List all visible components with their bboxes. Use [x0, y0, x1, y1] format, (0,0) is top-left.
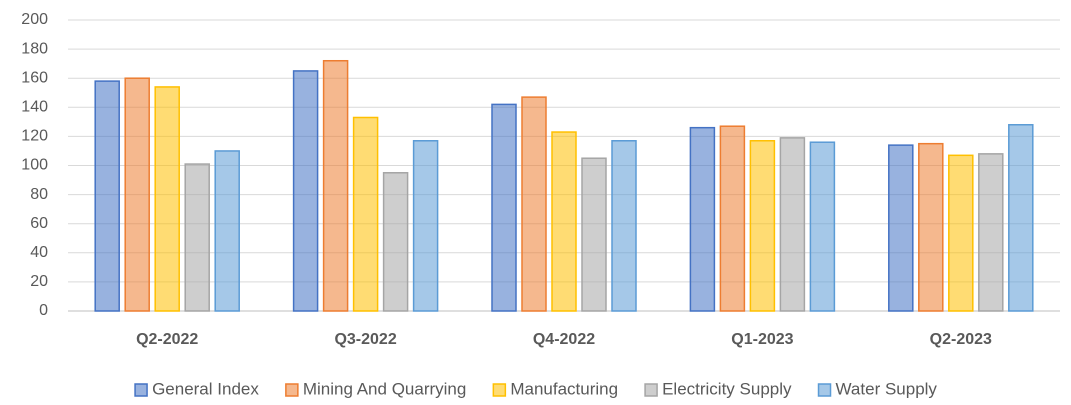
y-tick-label: 160 — [21, 69, 48, 86]
x-tick-label: Q2-2022 — [136, 331, 198, 348]
y-tick-label: 200 — [21, 11, 48, 28]
bar — [94, 80, 120, 312]
legend-swatch — [285, 383, 299, 397]
x-tick-label: Q3-2022 — [334, 331, 396, 348]
legend-swatch — [817, 383, 832, 397]
bar — [322, 59, 349, 312]
bar — [154, 86, 180, 312]
legend-label: Water Supply — [836, 379, 938, 398]
bar — [551, 131, 577, 312]
bar — [412, 140, 439, 312]
legend-label: Mining And Quarrying — [303, 379, 466, 398]
y-tick-label: 140 — [21, 99, 48, 116]
bar — [918, 142, 944, 312]
bar — [491, 103, 517, 312]
bar — [1008, 124, 1034, 312]
bar — [124, 77, 150, 312]
bar — [948, 154, 974, 312]
y-tick-label: 0 — [39, 302, 48, 319]
bar — [611, 140, 637, 312]
y-tick-label: 100 — [21, 157, 48, 174]
y-tick-label: 20 — [30, 273, 48, 290]
bar — [689, 126, 716, 312]
bar — [581, 157, 607, 312]
legend-label: General Index — [152, 379, 259, 398]
legend-label: Electricity Supply — [662, 379, 792, 398]
legend-swatch — [644, 383, 658, 397]
bar — [214, 150, 240, 312]
y-tick-label: 120 — [21, 128, 48, 145]
bar — [978, 153, 1004, 312]
legend-label: Manufacturing — [510, 379, 618, 398]
bar — [888, 144, 914, 312]
bar — [719, 125, 746, 312]
y-tick-label: 60 — [30, 215, 48, 232]
bar — [809, 141, 836, 312]
y-tick-label: 40 — [30, 244, 48, 261]
y-tick-label: 180 — [21, 40, 48, 57]
legend-swatch — [134, 383, 148, 397]
legend-swatch — [492, 383, 507, 397]
y-tick-label: 80 — [30, 186, 48, 203]
x-tick-label: Q4-2022 — [533, 331, 595, 348]
bar — [292, 70, 319, 312]
x-tick-label: Q2-2023 — [930, 331, 992, 348]
bar — [749, 140, 776, 312]
x-tick-label: Q1-2023 — [731, 331, 793, 348]
bar — [382, 172, 409, 312]
bar — [779, 137, 806, 312]
bar — [184, 163, 210, 312]
bar — [521, 96, 547, 312]
bar — [352, 116, 379, 312]
